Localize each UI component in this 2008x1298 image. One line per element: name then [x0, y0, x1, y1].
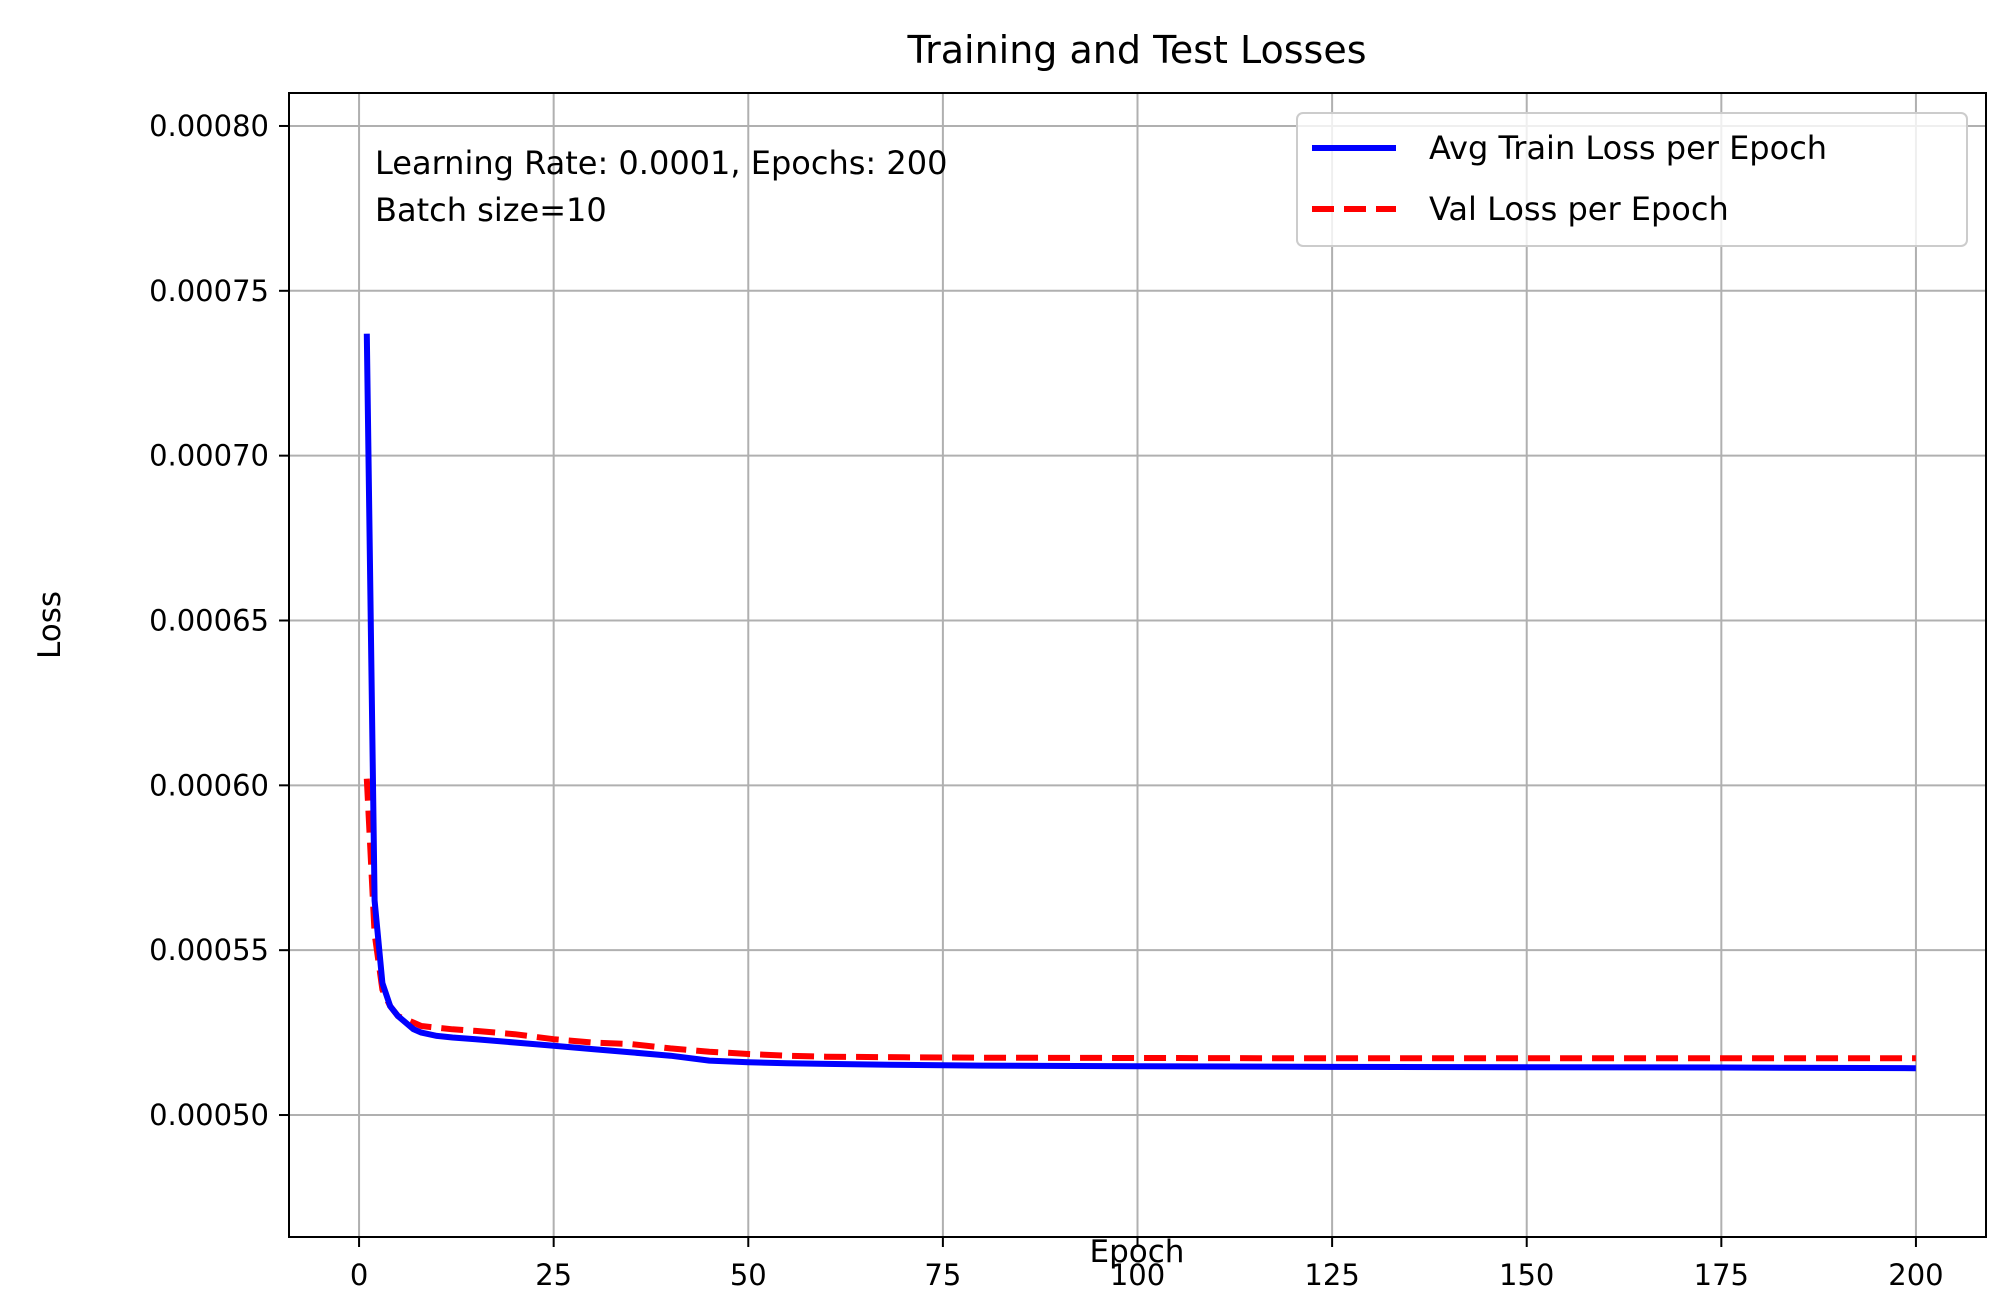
x-tick-label-125: 125 [1304, 1258, 1359, 1292]
y-tick-label-0.00055: 0.00055 [149, 933, 269, 967]
x-tick-label-50: 50 [730, 1258, 767, 1292]
x-tick-label-100: 100 [1110, 1258, 1165, 1292]
x-axis-label: Epoch [1090, 1234, 1185, 1270]
x-tick-label-25: 25 [535, 1258, 572, 1292]
x-tick-label-75: 75 [924, 1258, 961, 1292]
grid [289, 93, 1986, 1237]
x-tick-label-200: 200 [1888, 1258, 1943, 1292]
chart-title: Training and Test Losses [906, 28, 1366, 72]
y-tick-label-0.00070: 0.00070 [149, 439, 269, 473]
legend-label-train: Avg Train Loss per Epoch [1429, 129, 1827, 167]
y-axis-label: Loss [32, 591, 68, 659]
legend: Avg Train Loss per Epoch Val Loss per Ep… [1296, 112, 1968, 247]
y-tick-label-0.00080: 0.00080 [149, 109, 269, 143]
x-tick-label-0: 0 [350, 1258, 368, 1292]
legend-box [1296, 112, 1968, 247]
axis-ticks: 0 25 50 75 100 125 150 175 200 0.00050 0.00055 0.00… [149, 109, 1944, 1292]
plot-series [363, 333, 1916, 1072]
x-tick-label-175: 175 [1694, 1258, 1749, 1292]
annotation-line-1: Learning Rate: 0.0001, Epochs: 200 [375, 144, 947, 182]
y-tick-label-0.00050: 0.00050 [149, 1098, 269, 1132]
y-tick-label-0.00075: 0.00075 [149, 274, 269, 308]
y-tick-label-0.00060: 0.00060 [149, 768, 269, 802]
legend-label-val: Val Loss per Epoch [1429, 190, 1729, 228]
x-tick-label-150: 150 [1499, 1258, 1554, 1292]
train-loss-line [363, 333, 1916, 1072]
y-tick-label-0.00065: 0.00065 [149, 603, 269, 637]
annotation-line-2: Batch size=10 [375, 191, 607, 229]
